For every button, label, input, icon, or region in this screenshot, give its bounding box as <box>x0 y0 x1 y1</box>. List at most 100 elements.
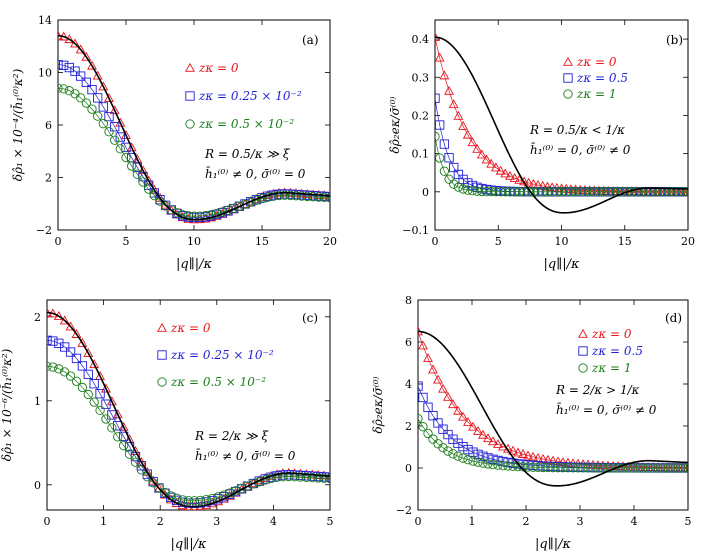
data-point <box>453 110 464 120</box>
data-point <box>533 187 543 197</box>
legend-marker <box>185 119 195 129</box>
data-point <box>195 498 205 508</box>
data-point <box>608 187 618 197</box>
data-point <box>453 438 463 448</box>
data-point <box>278 472 288 482</box>
data-point <box>481 186 492 197</box>
data-point <box>201 495 211 505</box>
y-tick-label: 1 <box>34 395 41 408</box>
data-point <box>110 122 120 132</box>
data-point <box>127 161 137 171</box>
legend-label: zκ = 0 <box>170 321 211 335</box>
data-point <box>514 187 524 197</box>
data-point <box>92 70 103 80</box>
data-point <box>76 93 86 103</box>
data-point <box>444 85 455 95</box>
data-point <box>121 130 131 140</box>
data-point <box>439 166 450 176</box>
plot-area <box>418 326 688 487</box>
data-point <box>65 347 76 357</box>
data-point <box>543 462 553 473</box>
data-point <box>478 429 488 439</box>
data-point <box>486 158 497 168</box>
data-point <box>418 392 428 403</box>
data-point <box>589 187 599 197</box>
data-point <box>47 335 52 345</box>
data-point <box>423 353 433 363</box>
legend-marker <box>578 328 588 338</box>
data-point <box>195 495 205 506</box>
data-point <box>438 443 448 453</box>
data-point <box>575 187 585 197</box>
data-point <box>423 402 433 412</box>
data-point <box>523 460 533 470</box>
data-point <box>195 211 205 221</box>
data-point <box>284 471 294 482</box>
data-point <box>212 208 222 219</box>
data-point <box>513 447 523 457</box>
data-point <box>548 462 558 473</box>
data-point <box>453 451 463 461</box>
data-point <box>297 191 307 201</box>
x-tick-label: 5 <box>685 515 692 528</box>
annotation: h̄₁⁽⁰⁾ ≠ 0, σ̄⁽⁰⁾ = 0 <box>195 447 296 463</box>
data-point <box>547 187 557 197</box>
legend-label: zκ = 1 <box>591 361 632 375</box>
data-point <box>439 139 450 149</box>
data-point <box>623 461 633 471</box>
x-tick-label: 0 <box>55 235 62 248</box>
legend-label: zκ = 1 <box>576 87 617 101</box>
data-point <box>552 187 562 197</box>
data-point <box>115 132 125 142</box>
data-point <box>683 186 688 196</box>
data-point <box>491 187 501 197</box>
x-tick-label: 4 <box>270 515 277 528</box>
data-point <box>528 462 538 472</box>
data-point <box>448 99 459 109</box>
panel-tag: (a) <box>302 33 319 47</box>
data-point <box>653 463 663 473</box>
x-tick-label: 2 <box>523 515 530 528</box>
data-point <box>578 463 588 473</box>
data-point <box>160 487 170 498</box>
data-point <box>580 187 590 197</box>
data-point <box>71 376 82 386</box>
legend-label: zκ = 0.25 × 10⁻² <box>170 348 274 362</box>
panel-a: 0 5 10 15 20 −2 2 6 10 14 |q∥|/κ δρ̂₁ × 10⁻⁴/(h̄₁⁽⁰… <box>9 14 337 272</box>
data-point <box>528 451 538 461</box>
data-point <box>295 472 306 482</box>
y-tick-label: 10 <box>38 67 52 80</box>
data-point <box>561 187 571 197</box>
data-point <box>59 84 69 94</box>
annotation: R = 0.5/κ ≫ ξ <box>204 147 291 161</box>
data-point <box>428 434 438 444</box>
data-point <box>280 190 290 200</box>
data-point <box>118 440 129 451</box>
data-point <box>81 98 91 108</box>
data-point <box>266 473 276 484</box>
data-point <box>673 187 684 197</box>
data-point <box>633 461 643 471</box>
data-point <box>638 461 648 471</box>
data-point <box>87 104 97 114</box>
data-point <box>556 187 567 197</box>
data-point <box>83 369 93 380</box>
x-tick-label: 0 <box>432 235 439 248</box>
panel-tag: (c) <box>302 311 318 325</box>
data-point <box>274 190 284 201</box>
data-point <box>603 187 614 197</box>
data-point <box>603 463 613 473</box>
data-point <box>566 187 576 197</box>
data-point <box>248 479 259 489</box>
data-point <box>70 66 80 76</box>
data-point <box>493 438 503 448</box>
data-point <box>503 461 513 471</box>
legend-label: zκ = 0.5 <box>591 344 643 358</box>
data-point <box>272 472 282 483</box>
data-point <box>428 364 438 374</box>
data-point <box>519 187 529 197</box>
data-point <box>418 422 428 432</box>
data-point <box>89 359 100 369</box>
data-point <box>65 321 76 331</box>
